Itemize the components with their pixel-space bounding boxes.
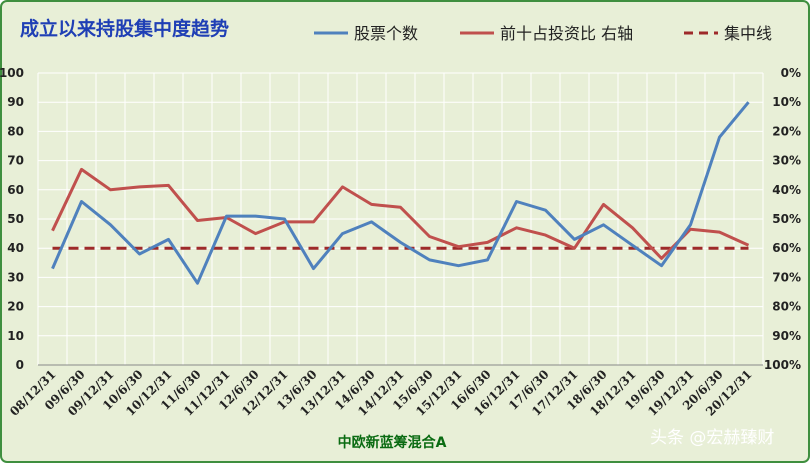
y-left-tick-label: 80 — [7, 124, 24, 138]
y-right-tick-label: 40% — [772, 183, 801, 197]
y-right-tick-label: 10% — [772, 95, 801, 109]
chart-title: 成立以来持股集中度趋势 — [20, 17, 229, 40]
legend: 股票个数 前十占投资比 右轴 集中线 — [314, 24, 772, 43]
y-right-tick-label: 80% — [772, 300, 801, 314]
y-right-tick-label: 20% — [772, 124, 801, 138]
y-left-tick-label: 40 — [7, 241, 24, 255]
y-left-tick-label: 10 — [7, 329, 24, 343]
watermark-text: 头条 @宏赫臻财 — [650, 428, 774, 448]
y-right-tick-label: 50% — [772, 212, 801, 226]
y-right-tick-label: 60% — [772, 241, 801, 255]
y-right-tick-label: 70% — [772, 270, 801, 284]
x-axis-label: 中欧新蓝筹混合A — [338, 434, 447, 451]
legend-label-concentration-line: 集中线 — [724, 24, 772, 43]
y-left-tick-label: 70 — [7, 154, 24, 168]
y-axis-left: 0 10 20 30 40 50 60 70 80 90 100 — [0, 66, 24, 372]
series-line-1 — [51, 167, 750, 260]
y-right-tick-label: 0% — [781, 66, 801, 80]
y-left-tick-label: 20 — [7, 300, 24, 314]
legend-label-top10-ratio: 前十占投资比 右轴 — [500, 24, 633, 43]
y-left-tick-label: 0 — [16, 358, 24, 372]
series-line-0 — [51, 101, 750, 285]
y-right-tick-label: 90% — [772, 329, 801, 343]
y-right-tick-label: 100% — [764, 358, 801, 372]
gridlines — [37, 72, 764, 366]
y-axis-right: 0% 10% 20% 30% 40% 50% 60% 70% 80% 90% 100% — [764, 66, 801, 372]
y-left-tick-label: 60 — [7, 183, 24, 197]
y-left-tick-label: 30 — [7, 270, 24, 284]
y-left-tick-label: 90 — [7, 95, 24, 109]
series-layer — [51, 101, 750, 285]
y-right-tick-label: 30% — [772, 154, 801, 168]
y-left-tick-label: 100 — [0, 66, 24, 80]
legend-label-stock-count: 股票个数 — [354, 24, 418, 43]
y-left-tick-label: 50 — [7, 212, 24, 226]
